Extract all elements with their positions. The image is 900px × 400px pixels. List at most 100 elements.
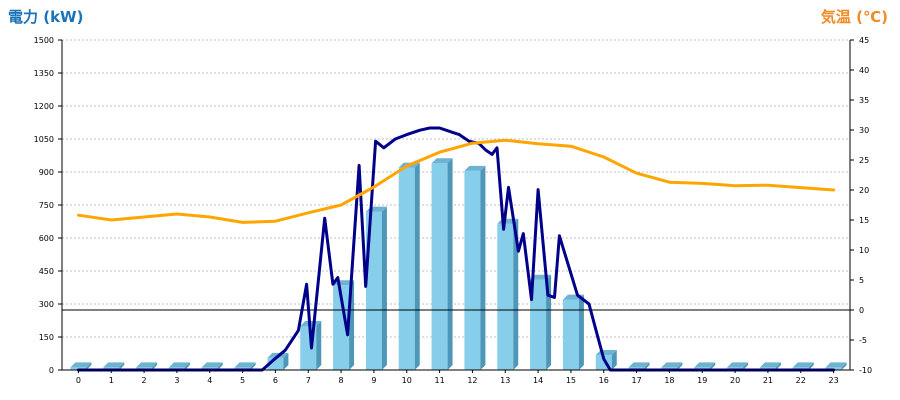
bar-side <box>743 362 749 370</box>
x-axis-tick-label: 6 <box>273 376 278 385</box>
bar-top <box>431 158 453 164</box>
x-axis-tick-label: 8 <box>339 376 344 385</box>
bar-side <box>283 352 289 370</box>
bar-face <box>464 170 481 370</box>
x-axis-tick-label: 17 <box>631 376 641 385</box>
right-axis-tick-label: -5 <box>859 336 867 345</box>
bar-top <box>136 362 158 368</box>
right-axis-title: 気温 (℃) <box>820 8 888 26</box>
x-axis-tick-label: 7 <box>306 376 311 385</box>
right-axis-tick-label: 35 <box>859 96 869 105</box>
bar-side <box>414 162 420 370</box>
x-axis-tick-label: 1 <box>109 376 114 385</box>
bar-side <box>710 362 716 370</box>
left-axis-tick-label: 1350 <box>34 69 54 78</box>
bar-face <box>530 279 547 370</box>
bar-side <box>644 362 650 370</box>
x-axis-tick-label: 10 <box>402 376 412 385</box>
bar-face <box>398 167 415 370</box>
bar-face <box>497 223 514 370</box>
bar <box>497 218 519 370</box>
right-axis-tick-label: 10 <box>859 246 869 255</box>
bar-side <box>578 294 584 370</box>
bar-side <box>546 274 552 370</box>
x-axis-tick-label: 20 <box>730 376 740 385</box>
bar-top <box>628 362 650 368</box>
bar-side <box>677 362 683 370</box>
bar-side <box>480 165 486 370</box>
left-axis-tick-label: 1500 <box>34 36 54 45</box>
bar-side <box>152 362 158 370</box>
x-axis-tick-label: 3 <box>174 376 179 385</box>
bar-face <box>365 211 382 370</box>
bar-side <box>250 362 256 370</box>
bar <box>431 158 453 370</box>
left-axis-tick-label: 0 <box>49 366 54 375</box>
bar-side <box>611 350 617 370</box>
bar-side <box>775 362 781 370</box>
bar-top <box>234 362 256 368</box>
x-axis-tick-label: 19 <box>697 376 707 385</box>
right-axis-tick-label: 0 <box>859 306 864 315</box>
x-axis-tick-label: 14 <box>533 376 543 385</box>
left-axis-tick-label: 750 <box>39 201 54 210</box>
left-axis-tick-label: 150 <box>39 333 54 342</box>
bar-side <box>447 158 453 370</box>
right-axis-tick-label: 15 <box>859 216 869 225</box>
bar-face <box>333 285 350 370</box>
bar <box>365 206 387 370</box>
bar-side <box>86 362 92 370</box>
bar-top <box>201 362 223 368</box>
right-axis-tick-label: -10 <box>859 366 872 375</box>
bar-top <box>661 362 683 368</box>
bar-top <box>727 362 749 368</box>
bar-top <box>464 165 486 171</box>
bar-top <box>792 362 814 368</box>
x-axis-tick-label: 0 <box>76 376 81 385</box>
x-axis-tick-label: 13 <box>500 376 510 385</box>
left-axis-tick-label: 450 <box>39 267 54 276</box>
x-axis-tick-label: 12 <box>467 376 477 385</box>
temperature-line <box>76 138 836 224</box>
left-axis-tick-label: 300 <box>39 300 54 309</box>
x-axis-tick-label: 5 <box>240 376 245 385</box>
bar-side <box>513 218 519 370</box>
bar-top <box>70 362 92 368</box>
bar <box>464 165 486 370</box>
bar <box>562 294 584 370</box>
left-axis-tick-label: 600 <box>39 234 54 243</box>
left-axis-tick-label: 900 <box>39 168 54 177</box>
left-axis-tick-label: 1050 <box>34 135 54 144</box>
x-axis-tick-label: 22 <box>796 376 806 385</box>
power-line <box>76 126 836 372</box>
bar-face <box>431 163 448 370</box>
x-axis-tick-label: 11 <box>434 376 444 385</box>
bar-top <box>694 362 716 368</box>
x-axis-tick-label: 15 <box>566 376 576 385</box>
left-axis-tick-label: 1200 <box>34 102 54 111</box>
right-axis-tick-label: 25 <box>859 156 869 165</box>
x-axis-tick-label: 23 <box>828 376 838 385</box>
x-axis-tick-label: 18 <box>664 376 674 385</box>
bar-side <box>808 362 814 370</box>
left-axis-title: 電力 (kW) <box>8 8 84 26</box>
x-axis-tick-label: 21 <box>763 376 773 385</box>
bar-side <box>316 321 322 370</box>
bar <box>398 162 420 370</box>
bar-top <box>168 362 190 368</box>
bar <box>595 350 617 370</box>
right-axis-tick-label: 20 <box>859 186 869 195</box>
x-axis-tick-label: 16 <box>599 376 609 385</box>
right-axis-tick-label: 30 <box>859 126 869 135</box>
x-axis-tick-label: 2 <box>142 376 147 385</box>
bar-side <box>381 206 387 370</box>
bar-top <box>825 362 847 368</box>
bar-top <box>759 362 781 368</box>
right-axis-tick-label: 40 <box>859 66 869 75</box>
bar-top <box>103 362 125 368</box>
bar-side <box>841 362 847 370</box>
right-axis-tick-label: 45 <box>859 36 869 45</box>
bar-side <box>119 362 125 370</box>
x-axis-tick-label: 4 <box>207 376 212 385</box>
